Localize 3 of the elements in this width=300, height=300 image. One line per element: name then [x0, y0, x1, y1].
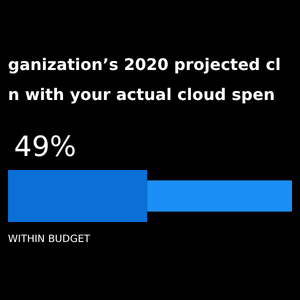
chart-title: ganization’s 2020 projected cl n with your actual cloud spen [8, 55, 281, 104]
series-label: WITHIN BUDGET [8, 234, 92, 245]
data-label: 49% [14, 130, 76, 163]
